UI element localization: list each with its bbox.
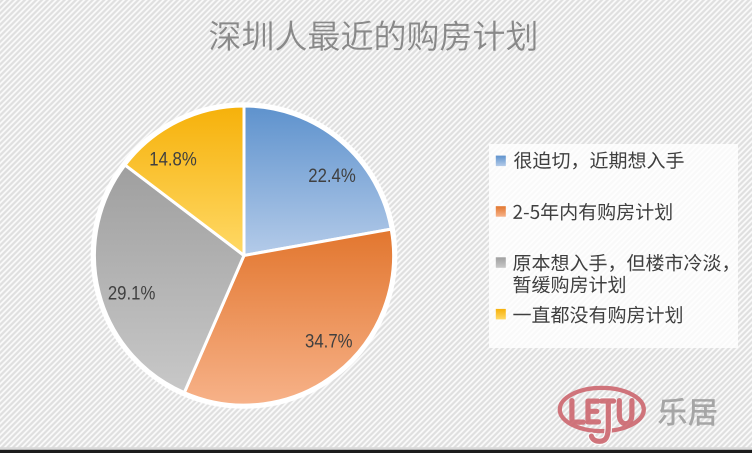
svg-text:34.7%: 34.7% [305, 332, 353, 353]
svg-text:29.1%: 29.1% [108, 284, 156, 305]
svg-text:14.8%: 14.8% [149, 150, 197, 171]
svg-text:22.4%: 22.4% [308, 166, 356, 187]
